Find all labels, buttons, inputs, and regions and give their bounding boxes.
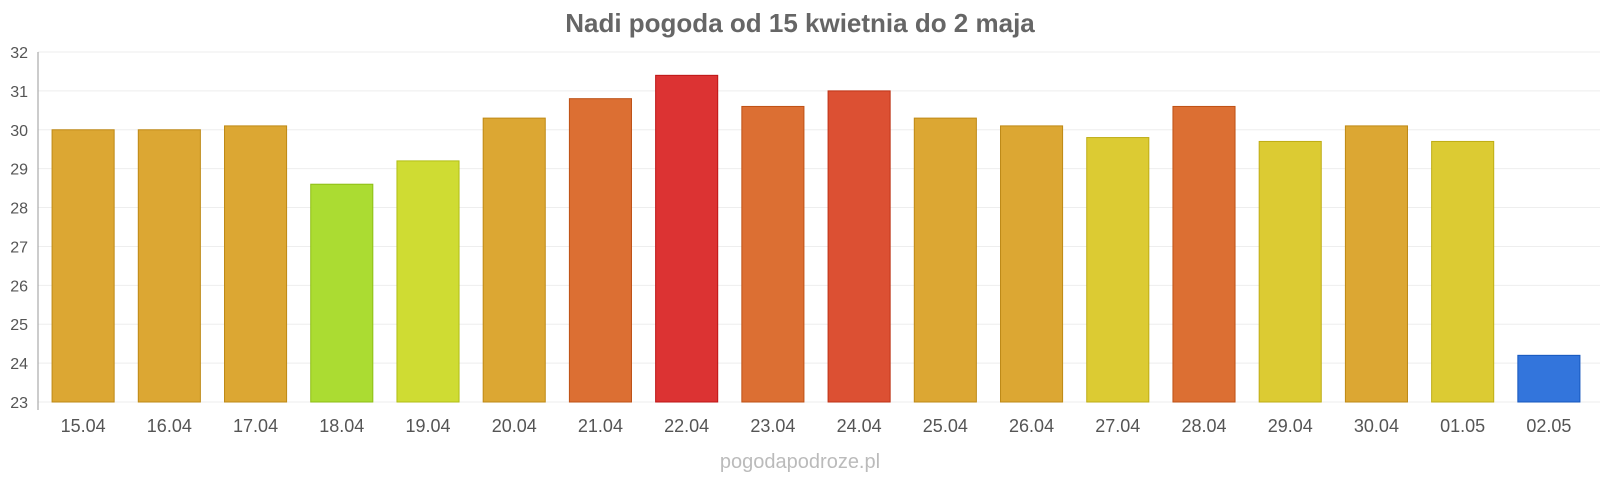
y-tick-label: 26 xyxy=(10,278,28,295)
x-tick-label: 27.04 xyxy=(1095,416,1140,436)
bar xyxy=(827,90,891,403)
x-tick-label: 02.05 xyxy=(1526,416,1571,436)
bar xyxy=(1086,137,1150,403)
y-tick-label: 25 xyxy=(10,317,28,334)
y-axis-ticks: 23 24 25 26 27 28 29 30 31 32 xyxy=(10,45,28,412)
x-tick-label: 21.04 xyxy=(578,416,623,436)
y-tick-label: 24 xyxy=(10,356,28,373)
x-tick-label: 28.04 xyxy=(1181,416,1226,436)
watermark: pogodapodroze.pl xyxy=(720,451,880,473)
bar xyxy=(51,129,115,403)
bar xyxy=(655,74,719,403)
x-tick-label: 24.04 xyxy=(837,416,882,436)
y-tick-label: 32 xyxy=(10,45,28,62)
bar xyxy=(913,117,977,403)
grid-lines xyxy=(38,51,1600,403)
y-tick-label: 28 xyxy=(10,201,28,218)
bar xyxy=(224,125,288,403)
bar xyxy=(741,105,805,403)
y-tick-label: 31 xyxy=(10,84,28,101)
x-axis-ticks: 15.04 16.04 17.04 18.04 19.04 20.04 21.04 22.04… xyxy=(61,416,1572,436)
bar xyxy=(1258,140,1322,403)
x-tick-label: 16.04 xyxy=(147,416,192,436)
x-tick-label: 23.04 xyxy=(750,416,795,436)
x-tick-label: 20.04 xyxy=(492,416,537,436)
y-tick-label: 29 xyxy=(10,162,28,179)
x-tick-label: 15.04 xyxy=(61,416,106,436)
x-tick-label: 26.04 xyxy=(1009,416,1054,436)
x-tick-label: 17.04 xyxy=(233,416,278,436)
bar xyxy=(1431,140,1495,403)
y-tick-label: 27 xyxy=(10,239,28,256)
bar xyxy=(1172,105,1236,403)
bar xyxy=(1517,354,1581,403)
y-tick-label: 23 xyxy=(10,395,28,412)
bar xyxy=(137,129,201,403)
bars xyxy=(51,74,1581,403)
y-tick-label: 30 xyxy=(10,123,28,140)
x-tick-label: 22.04 xyxy=(664,416,709,436)
x-tick-label: 01.05 xyxy=(1440,416,1485,436)
bar xyxy=(482,117,546,403)
bar xyxy=(396,160,460,403)
x-tick-label: 18.04 xyxy=(319,416,364,436)
bar xyxy=(310,183,374,403)
chart-title: Nadi pogoda od 15 kwietnia do 2 maja xyxy=(565,8,1035,38)
x-tick-label: 29.04 xyxy=(1268,416,1313,436)
bar xyxy=(568,98,632,403)
x-tick-label: 30.04 xyxy=(1354,416,1399,436)
x-tick-label: 19.04 xyxy=(405,416,450,436)
bar xyxy=(1000,125,1064,403)
bar xyxy=(1344,125,1408,403)
x-tick-label: 25.04 xyxy=(923,416,968,436)
